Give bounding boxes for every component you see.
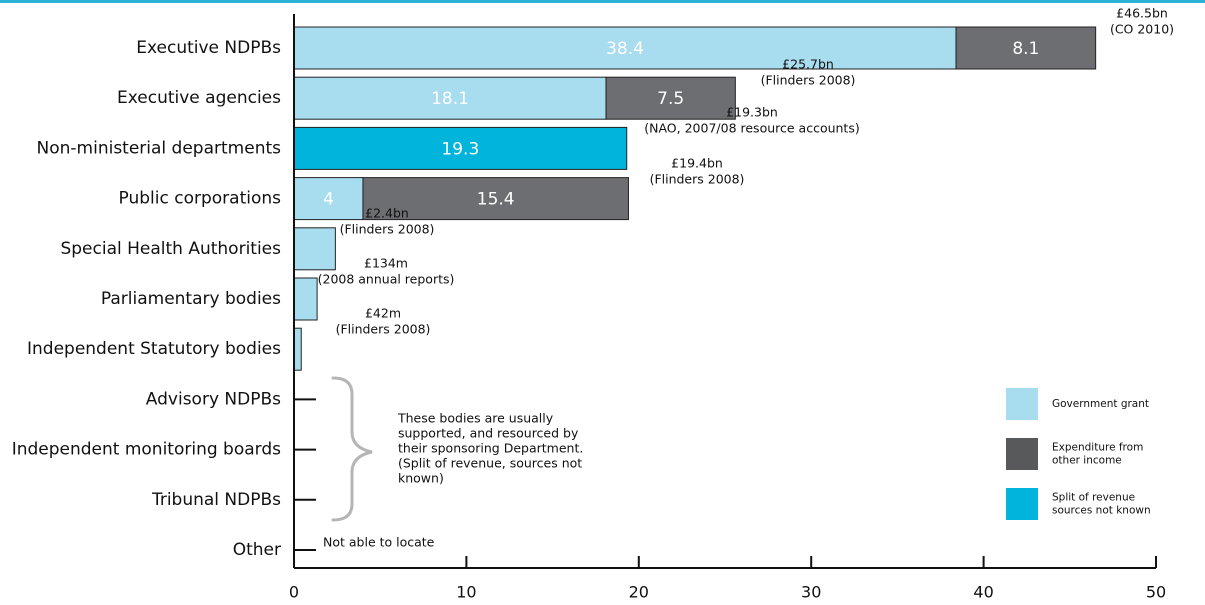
brace-note: known) [398, 471, 444, 486]
brace-note: their sponsoring Department. [398, 441, 583, 456]
legend-swatch [1006, 488, 1038, 520]
legend-swatch [1006, 438, 1038, 470]
category-label: Executive NDPBs [136, 38, 281, 58]
data-label: 8.1 [1012, 39, 1039, 59]
value-annotation: £2.4bn [365, 206, 409, 221]
x-tick-label: 40 [973, 583, 993, 602]
data-label: 4 [323, 190, 334, 210]
value-annotation: (Flinders 2008) [650, 172, 745, 187]
bar-segment [293, 327, 302, 371]
value-annotation: £134m [364, 256, 408, 271]
bar-segment [293, 227, 336, 271]
bar-segment [955, 26, 1097, 70]
legend-label: Split of revenue [1052, 492, 1135, 504]
bar-segment [293, 277, 318, 321]
bar-segment [362, 177, 629, 221]
category-label: Tribunal NDPBs [151, 490, 281, 510]
value-annotation: £19.3bn [726, 105, 778, 120]
bar-segment [293, 26, 957, 70]
x-tick-label: 50 [1146, 583, 1166, 602]
value-annotation: £25.7bn [782, 57, 834, 72]
legend-label: Government grant [1052, 398, 1149, 410]
legend-swatch [1006, 388, 1038, 420]
brace-note: supported, and resourced by [398, 426, 579, 441]
x-tick-label: 10 [456, 583, 476, 602]
data-label: 38.4 [606, 39, 644, 59]
legend-label: Expenditure from [1052, 442, 1143, 454]
data-label: 15.4 [477, 190, 515, 210]
data-label: 18.1 [431, 89, 469, 109]
value-annotation: (Flinders 2008) [336, 322, 431, 337]
brace-note: These bodies are usually [397, 411, 554, 426]
value-annotation: £46.5bn [1116, 6, 1168, 21]
brace [331, 376, 373, 522]
category-label: Public corporations [119, 189, 282, 209]
value-annotation: £42m [365, 306, 401, 321]
legend-label: other income [1052, 455, 1122, 467]
data-label: 7.5 [657, 89, 684, 109]
data-label: 19.3 [441, 139, 479, 159]
category-label: Parliamentary bodies [101, 289, 281, 309]
category-label: Non-ministerial departments [37, 138, 282, 158]
top-rule [0, 0, 1205, 3]
category-label: Advisory NDPBs [146, 389, 281, 409]
bar-segment [293, 76, 607, 120]
legend-label: sources not known [1052, 505, 1151, 517]
category-label: Special Health Authorities [60, 239, 281, 259]
value-annotation: Not able to locate [323, 535, 435, 550]
category-label: Independent Statutory bodies [27, 339, 281, 359]
category-label: Executive agencies [117, 88, 281, 108]
value-annotation: (Flinders 2008) [761, 73, 856, 88]
category-label: Independent monitoring boards [12, 440, 281, 460]
x-tick-label: 20 [629, 583, 649, 602]
bar-segment [293, 126, 628, 170]
category-label: Other [233, 540, 281, 560]
x-tick-label: 0 [289, 583, 299, 602]
bar-segment [605, 76, 736, 120]
value-annotation: (CO 2010) [1110, 22, 1174, 37]
value-annotation: (NAO, 2007/08 resource accounts) [644, 121, 859, 136]
x-tick-label: 30 [801, 583, 821, 602]
value-annotation: £19.4bn [671, 156, 723, 171]
value-annotation: (2008 annual reports) [318, 272, 455, 287]
value-annotation: (Flinders 2008) [340, 222, 435, 237]
brace-note: (Split of revenue, sources not [398, 456, 582, 471]
